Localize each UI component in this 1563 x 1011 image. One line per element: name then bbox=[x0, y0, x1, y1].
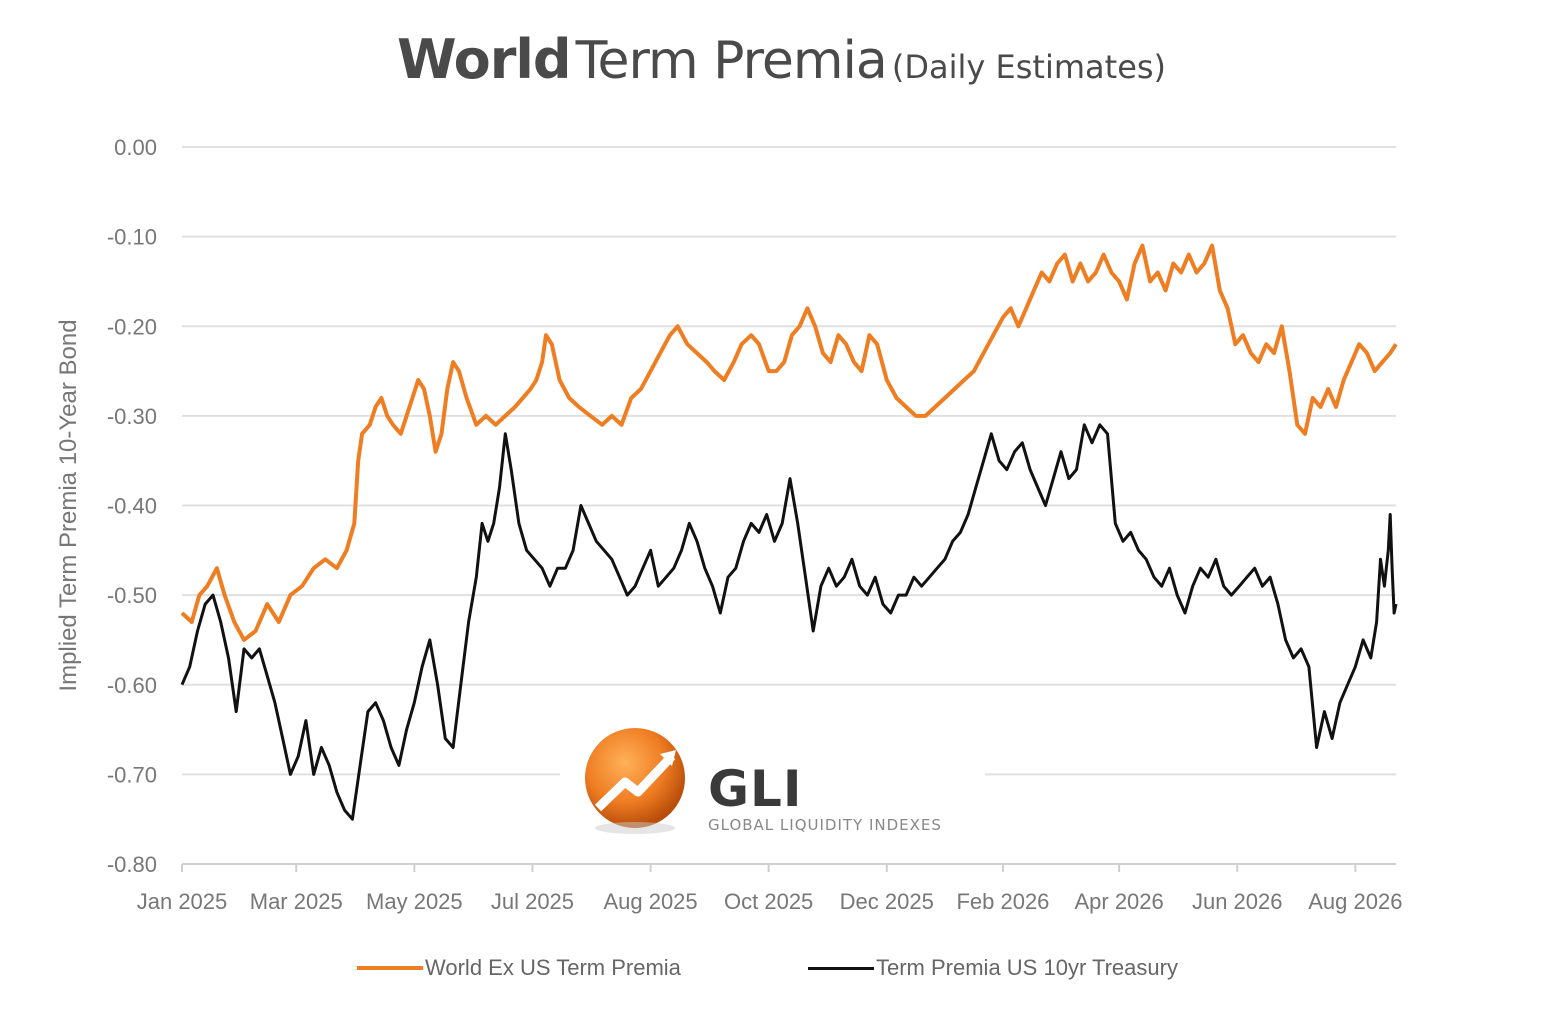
x-tick-label: Aug 2025 bbox=[603, 889, 697, 914]
y-tick-label: -0.20 bbox=[107, 314, 157, 339]
series-line-us-10yr bbox=[180, 423, 1398, 821]
y-tick-label: -0.70 bbox=[107, 762, 157, 787]
x-tick-label: Jul 2025 bbox=[491, 889, 574, 914]
legend-item-us: Term Premia US 10yr Treasury bbox=[808, 955, 1178, 981]
legend-label-world: World Ex US Term Premia bbox=[425, 955, 681, 980]
title-bold: World bbox=[396, 28, 572, 91]
y-tick-label: -0.80 bbox=[107, 852, 157, 877]
x-tick-label: Oct 2025 bbox=[724, 889, 813, 914]
legend-label-us: Term Premia US 10yr Treasury bbox=[876, 955, 1178, 980]
x-tick-label: Aug 2026 bbox=[1308, 889, 1402, 914]
y-tick-label: -0.10 bbox=[107, 225, 157, 250]
x-tick-label: Feb 2026 bbox=[956, 889, 1049, 914]
legend-swatch-world bbox=[357, 966, 423, 970]
chart-title: World Term Premia (Daily Estimates) bbox=[0, 28, 1563, 91]
series-line-world-ex-us bbox=[180, 243, 1398, 642]
x-tick-label: Dec 2025 bbox=[840, 889, 934, 914]
y-tick-label: -0.50 bbox=[107, 583, 157, 608]
legend: World Ex US Term Premia Term Premia US 1… bbox=[0, 955, 1563, 995]
x-tick-label: Apr 2026 bbox=[1074, 889, 1163, 914]
x-tick-label: Jun 2026 bbox=[1192, 889, 1283, 914]
x-tick-label: Mar 2025 bbox=[250, 889, 343, 914]
y-tick-label: 0.00 bbox=[114, 135, 157, 160]
x-tick-label: May 2025 bbox=[366, 889, 463, 914]
x-tick-label: Jan 2025 bbox=[137, 889, 228, 914]
y-tick-label: -0.30 bbox=[107, 404, 157, 429]
y-tick-label: -0.40 bbox=[107, 494, 157, 519]
y-tick-label: -0.60 bbox=[107, 673, 157, 698]
legend-swatch-us bbox=[808, 966, 874, 970]
title-subtitle: (Daily Estimates) bbox=[891, 48, 1167, 86]
title-main: Term Premia bbox=[575, 31, 888, 91]
logo-subtitle: GLOBAL LIQUIDITY INDEXES bbox=[708, 816, 942, 834]
gli-logo: GLI GLOBAL LIQUIDITY INDEXES bbox=[580, 720, 980, 850]
gli-logo-icon bbox=[585, 728, 685, 834]
logo-text: GLI bbox=[708, 760, 803, 818]
legend-item-world: World Ex US Term Premia bbox=[357, 955, 681, 981]
y-axis-title: Implied Term Premia 10-Year Bond bbox=[55, 319, 82, 691]
